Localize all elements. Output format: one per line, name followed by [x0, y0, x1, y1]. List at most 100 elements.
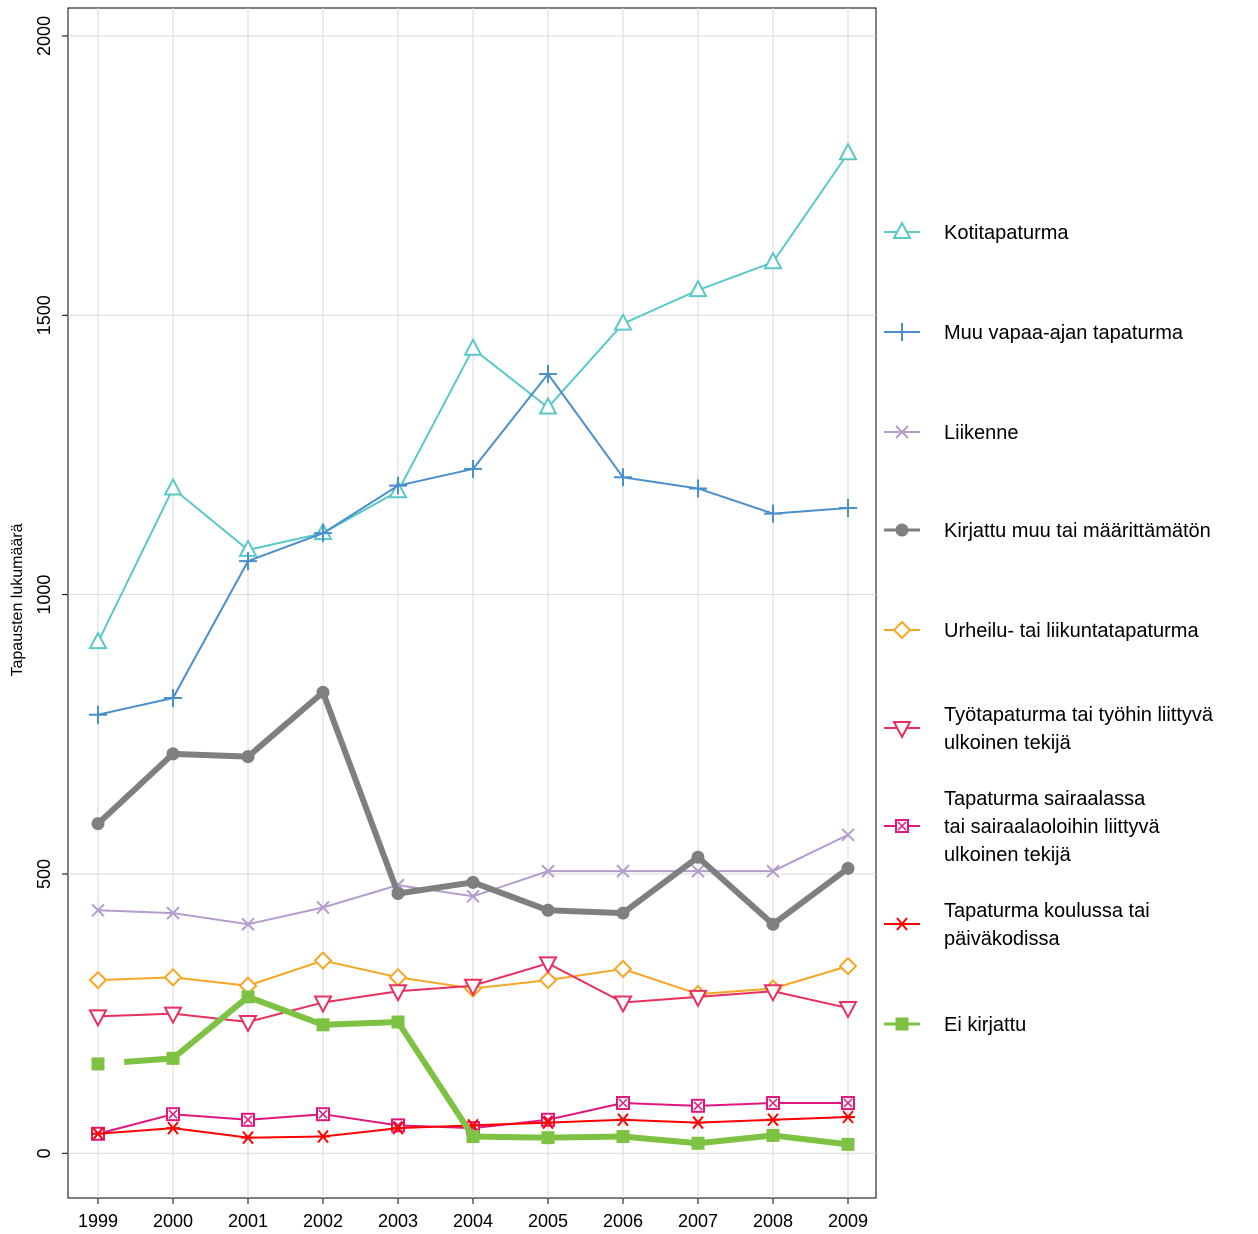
- legend-label: Muu vapaa-ajan tapaturma: [944, 322, 1184, 344]
- data-point: [538, 396, 558, 415]
- data-point: [466, 889, 480, 904]
- data-point: [464, 459, 482, 478]
- data-point: [313, 951, 333, 970]
- data-point: [316, 900, 330, 915]
- data-point: [314, 524, 332, 543]
- data-point: [539, 364, 557, 383]
- data-point: [89, 705, 107, 724]
- x-tick-label: 1999: [78, 1211, 118, 1231]
- data-point: [166, 906, 180, 920]
- data-point: [766, 1128, 780, 1142]
- data-point: [895, 1017, 909, 1031]
- data-point-cross: [618, 1098, 628, 1108]
- legend-item: Kirjattu muu tai määrittämätön: [884, 520, 1211, 542]
- data-point: [691, 850, 705, 864]
- data-point: [688, 279, 708, 298]
- data-point: [463, 978, 483, 997]
- data-point: [466, 875, 480, 889]
- y-tick-label: 500: [34, 859, 54, 889]
- legend: Kotitapaturma Muu vapaa-ajan tapaturma Lii…: [884, 220, 1214, 1036]
- data-point: [616, 906, 630, 920]
- data-point: [841, 861, 855, 875]
- data-point: [764, 504, 782, 523]
- data-point: [766, 864, 780, 878]
- y-tick-label: 1000: [34, 575, 54, 615]
- data-point: [88, 1009, 108, 1028]
- data-point: [238, 1015, 258, 1034]
- data-point: [892, 721, 912, 740]
- data-point: [892, 620, 912, 640]
- data-point-cross: [168, 1109, 178, 1119]
- data-point-cross: [243, 1115, 253, 1125]
- data-point: [893, 323, 911, 341]
- data-point: [613, 995, 633, 1014]
- data-point: [164, 688, 182, 707]
- data-point: [388, 984, 408, 1003]
- data-point: [241, 750, 255, 764]
- data-point: [841, 828, 855, 842]
- data-point: [691, 1136, 705, 1150]
- x-tick-label: 2001: [228, 1211, 268, 1231]
- data-point: [391, 887, 405, 901]
- data-point: [163, 477, 183, 496]
- legend-item: Kotitapaturma: [884, 220, 1069, 244]
- legend-label: Liikenne: [944, 422, 1019, 444]
- data-point: [391, 1015, 405, 1029]
- data-point: [766, 917, 780, 931]
- data-point: [688, 989, 708, 1008]
- legend-label: Ei kirjattu: [944, 1014, 1026, 1036]
- data-point: [763, 251, 783, 270]
- legend-label: Kirjattu muu tai määrittämätön: [944, 520, 1211, 542]
- y-tick-label: 0: [34, 1148, 54, 1158]
- x-axis: 1999 2000 2001 2002 2003 2004 2005 2006 2007 2008…: [78, 1198, 868, 1231]
- data-point: [538, 956, 558, 975]
- y-tick-label: 1500: [34, 295, 54, 335]
- data-point: [838, 956, 858, 976]
- data-point: [241, 990, 255, 1004]
- series-group: [88, 142, 858, 1151]
- data-point: [838, 1001, 858, 1020]
- data-point-cross: [897, 821, 907, 831]
- data-point: [766, 1113, 780, 1127]
- data-point: [239, 552, 257, 571]
- data-point: [841, 1110, 855, 1124]
- x-tick-label: 2008: [753, 1211, 793, 1231]
- x-tick-label: 2009: [828, 1211, 868, 1231]
- data-point: [91, 817, 105, 831]
- data-point: [166, 1121, 180, 1135]
- data-point: [463, 337, 483, 356]
- data-point: [691, 864, 705, 878]
- data-point: [691, 1115, 705, 1130]
- data-point: [541, 1131, 555, 1145]
- legend-item: Ei kirjattu: [884, 1014, 1026, 1036]
- data-point: [895, 523, 909, 537]
- series-2: [89, 364, 857, 724]
- data-point: [839, 499, 857, 518]
- x-tick-label: 2002: [303, 1211, 343, 1231]
- legend-label: ulkoinen tekijä: [944, 844, 1072, 866]
- legend-label: Kotitapaturma: [944, 222, 1069, 244]
- data-point-cross: [843, 1098, 853, 1108]
- data-point: [541, 864, 555, 878]
- data-point: [389, 476, 407, 495]
- data-point: [895, 917, 909, 931]
- data-point: [313, 995, 333, 1014]
- data-point: [895, 425, 909, 439]
- data-point: [241, 1131, 255, 1145]
- data-point: [91, 1127, 105, 1141]
- data-point: [892, 220, 912, 239]
- data-point: [689, 479, 707, 498]
- legend-label: ulkoinen tekijä: [944, 732, 1072, 754]
- data-point-cross: [693, 1101, 703, 1111]
- data-point: [616, 1130, 630, 1144]
- legend-label: Tapaturma koulussa tai: [944, 900, 1150, 922]
- x-tick-label: 2006: [603, 1211, 643, 1231]
- legend-label: tai sairaalaoloihin liittyvä: [944, 816, 1161, 838]
- data-point: [166, 747, 180, 761]
- x-tick-label: 2004: [453, 1211, 493, 1231]
- data-point: [316, 685, 330, 699]
- x-tick-label: 2007: [678, 1211, 718, 1231]
- data-point: [91, 1057, 105, 1071]
- y-tick-label: 2000: [34, 16, 54, 56]
- data-point: [538, 970, 558, 990]
